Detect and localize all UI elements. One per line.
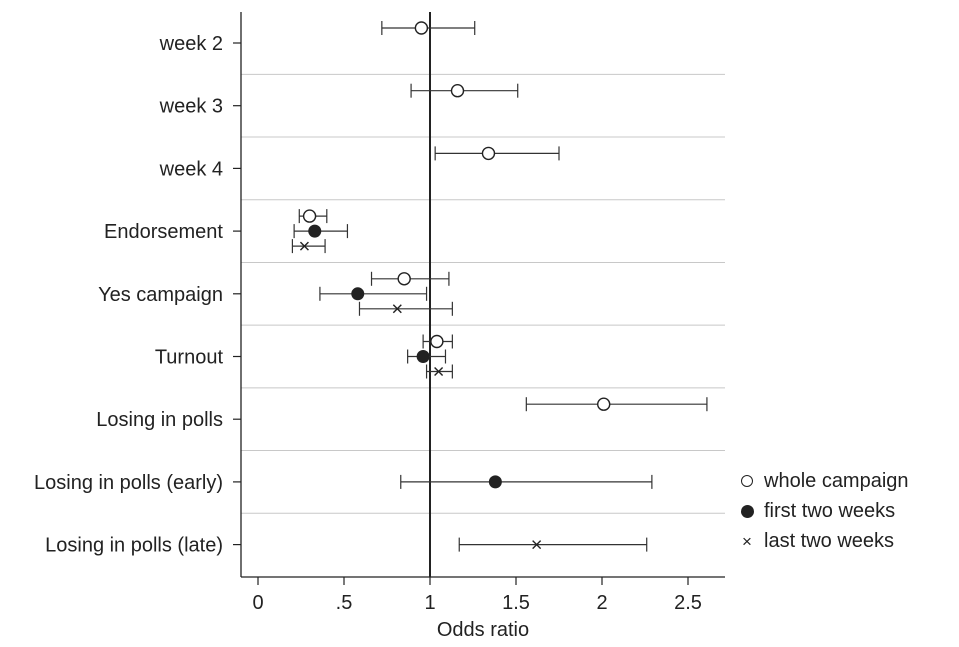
point-whole-campaign bbox=[302, 209, 317, 223]
legend-item-first-two-weeks: first two weeks bbox=[738, 496, 909, 526]
open-circle-icon bbox=[738, 472, 756, 490]
x-tick-label: .5 bbox=[336, 592, 353, 614]
point-whole-campaign bbox=[481, 146, 496, 161]
x-axis-title: Odds ratio bbox=[437, 619, 529, 641]
category-labels: week 2 week 3 week 4 Endorsement Yes campaig… bbox=[34, 33, 241, 557]
category-label: week 3 bbox=[159, 96, 223, 118]
x-tick-label: 1 bbox=[424, 592, 435, 614]
point-last-two-weeks bbox=[434, 367, 444, 376]
category-label: Losing in polls bbox=[96, 409, 223, 431]
category-label: Turnout bbox=[155, 347, 224, 369]
legend: whole campaign first two weeks × last tw… bbox=[738, 466, 909, 556]
point-first-two-weeks bbox=[488, 475, 502, 489]
x-tick-label: 2.5 bbox=[674, 592, 702, 614]
legend-label: last two weeks bbox=[764, 529, 895, 552]
point-first-two-weeks bbox=[308, 224, 322, 238]
x-tick-label: 1.5 bbox=[502, 592, 530, 614]
point-first-two-weeks bbox=[416, 350, 430, 363]
category-label: Yes campaign bbox=[98, 284, 223, 306]
axes-layer bbox=[240, 12, 725, 578]
category-label: week 2 bbox=[159, 33, 223, 55]
legend-label: first two weeks bbox=[764, 499, 896, 522]
point-whole-campaign bbox=[597, 397, 611, 411]
category-label: Endorsement bbox=[104, 221, 223, 243]
data-marks bbox=[291, 21, 708, 552]
point-whole-campaign bbox=[450, 83, 465, 98]
x-marker-icon: × bbox=[742, 531, 752, 551]
x-tick-label: 2 bbox=[596, 592, 607, 614]
grid-layer bbox=[241, 73, 725, 514]
category-label: Losing in polls (late) bbox=[45, 535, 223, 557]
point-whole-campaign bbox=[414, 21, 429, 35]
legend-item-last-two-weeks: × last two weeks bbox=[738, 526, 909, 556]
point-whole-campaign bbox=[430, 334, 444, 349]
legend-label: whole campaign bbox=[764, 469, 909, 492]
x-tick-label: 0 bbox=[252, 592, 263, 614]
point-whole-campaign bbox=[397, 272, 411, 286]
point-last-two-weeks bbox=[299, 241, 309, 251]
legend-item-whole-campaign: whole campaign bbox=[738, 466, 909, 496]
category-label: Losing in polls (early) bbox=[34, 472, 223, 494]
category-label: week 4 bbox=[159, 158, 223, 180]
point-last-two-weeks bbox=[392, 304, 402, 314]
filled-circle-icon bbox=[738, 502, 756, 520]
point-first-two-weeks bbox=[351, 287, 365, 301]
point-last-two-weeks bbox=[532, 540, 542, 550]
x-ticks: 0 .5 1 1.5 2 2.5 bbox=[252, 577, 702, 614]
